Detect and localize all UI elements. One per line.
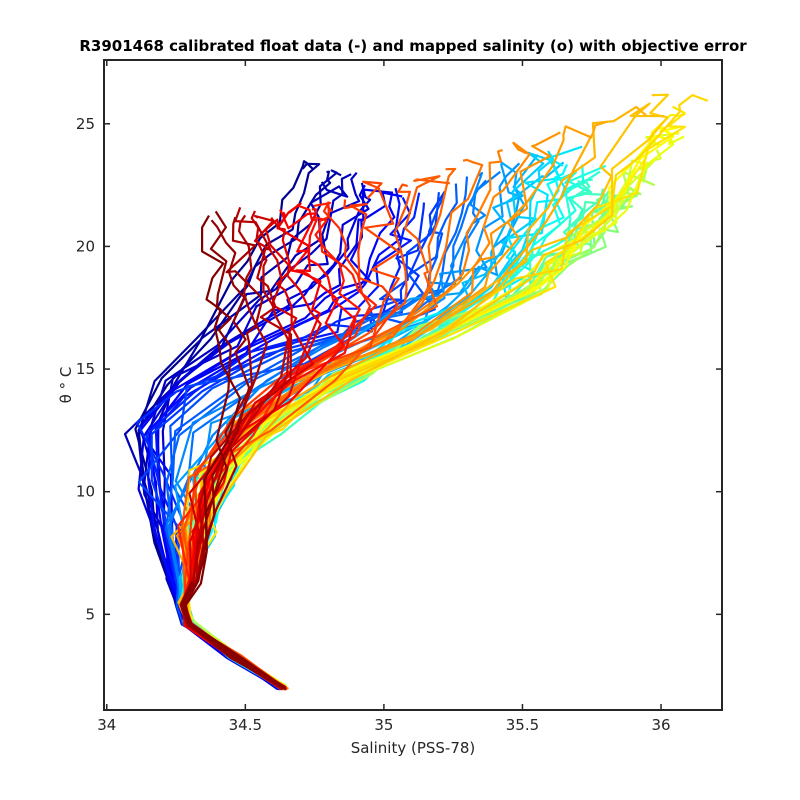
- x-tick-label: 34.5: [229, 716, 262, 734]
- plot-frame: [103, 59, 723, 711]
- x-tick-label: 35.5: [506, 716, 539, 734]
- y-tick-label: 5: [85, 605, 95, 623]
- x-tick-label: 35: [374, 716, 393, 734]
- profile-line: [150, 190, 446, 688]
- y-axis-label: θ ° C: [57, 367, 75, 404]
- y-tick-label: 10: [76, 483, 95, 501]
- profile-line: [184, 215, 286, 689]
- y-tick-label: 25: [76, 115, 95, 133]
- axis-ticks: 34 34.5 35 35.5 36 5 10 15 20 25: [76, 60, 722, 734]
- chart-title: R3901468 calibrated float data (-) and m…: [79, 37, 747, 55]
- x-tick-label: 34: [97, 716, 116, 734]
- deep-water-profile: [179, 581, 286, 690]
- y-tick-label: 15: [76, 360, 95, 378]
- series-layer: [123, 93, 709, 691]
- y-tick-label: 20: [76, 237, 95, 255]
- profile-line: [166, 170, 501, 689]
- x-axis-label: Salinity (PSS-78): [351, 739, 476, 757]
- x-tick-label: 36: [651, 716, 670, 734]
